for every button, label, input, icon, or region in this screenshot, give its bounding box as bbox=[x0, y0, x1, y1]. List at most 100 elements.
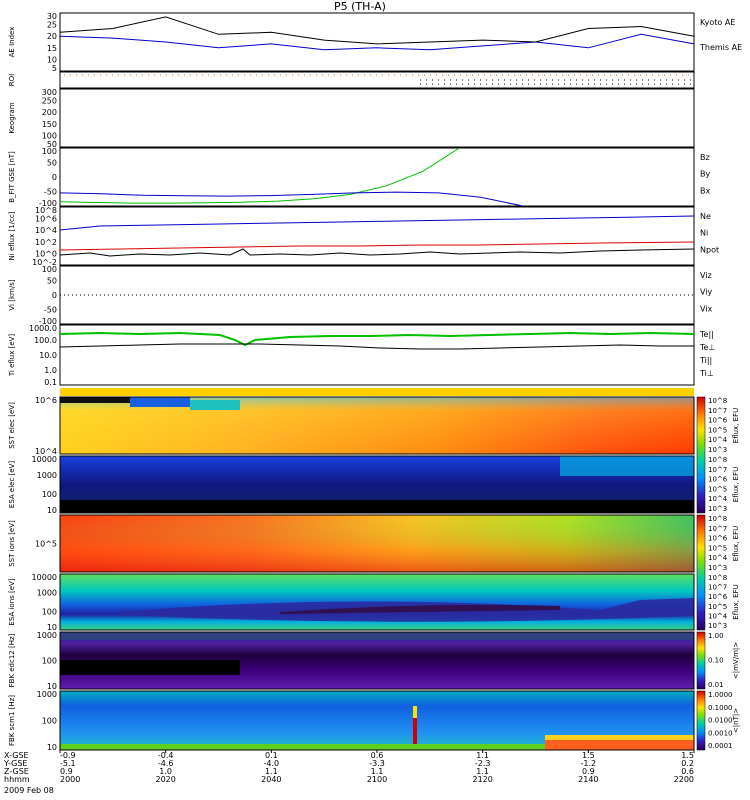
density-panel bbox=[59, 206, 695, 266]
temperature-green-line bbox=[59, 331, 695, 347]
panel-y-labels: AE Index ROI Keogram B_FIT GSE [nT] Ni eflux… bbox=[8, 27, 16, 746]
ae-panel bbox=[59, 12, 695, 72]
ytick-ae-5: 5 bbox=[52, 64, 57, 73]
temperature-series bbox=[59, 331, 695, 350]
xaxis-y-0: -5.1 bbox=[60, 759, 76, 768]
ctick-sst_i-1: 10^7 bbox=[708, 525, 727, 533]
ytick-sst_i-0: 10^5 bbox=[35, 540, 57, 549]
colorbar-label-esa_i: Eflux, EFU bbox=[732, 584, 740, 619]
panel-legends: Kyoto AE Themis AE Bz By Bx Ne Ni Npot Viz Viy Vix… bbox=[699, 18, 742, 378]
ctick-sst_e-4: 10^4 bbox=[708, 436, 728, 444]
ctick-esa_e-0: 10^8 bbox=[708, 456, 727, 464]
xaxis-z-4: 1.1 bbox=[476, 767, 489, 776]
ytick-bfield-4: -100 bbox=[39, 199, 57, 208]
xaxis-z-6: 0.6 bbox=[681, 767, 694, 776]
ytick-esa_e-3: 10 bbox=[47, 506, 57, 515]
sst-electron-heatmap bbox=[59, 396, 695, 455]
ctick-fbk_b-0: 1.0000 bbox=[708, 691, 733, 699]
legend-temperature-2: Ti|| bbox=[699, 356, 712, 365]
roi-tracks bbox=[64, 74, 694, 85]
ylabel-sst_i: SST ions [eV] bbox=[8, 520, 16, 567]
colorbar-label-sst_i: Eflux, EFU bbox=[732, 526, 740, 561]
temperature-black-line bbox=[59, 343, 694, 350]
ytick-velocity-1: 50 bbox=[47, 277, 57, 286]
ctick-esa_e-4: 10^4 bbox=[708, 495, 728, 503]
ytick-density-5: 10^-2 bbox=[32, 258, 57, 267]
colorbar-label-fbk_b: <|nT|> bbox=[732, 708, 740, 733]
ytick-keogram-1: 250 bbox=[42, 97, 57, 106]
temperature-panel bbox=[59, 324, 695, 386]
ctick-esa_i-2: 10^6 bbox=[708, 593, 728, 601]
ytick-velocity-4: -100 bbox=[39, 317, 57, 326]
xaxis-x-2: 0.1 bbox=[265, 751, 278, 760]
fbk-e-heatmap bbox=[59, 631, 695, 690]
roi-panel bbox=[59, 71, 695, 89]
ytick-esa_i-3: 10 bbox=[47, 623, 57, 632]
xaxis-x-4: 1.1 bbox=[476, 751, 489, 760]
ytick-fbk_b-0: 1000 bbox=[37, 690, 57, 699]
plot-title: P5 (TH-A) bbox=[334, 0, 386, 13]
ytick-ae-4: 10 bbox=[47, 55, 57, 64]
ytick-velocity-0: 100 bbox=[42, 265, 57, 274]
bfield-line-2 bbox=[59, 191, 523, 207]
ctick-sst_i-2: 10^6 bbox=[708, 535, 728, 543]
ctick-esa_e-5: 10^3 bbox=[708, 505, 727, 513]
xaxis-x-6: 1.5 bbox=[681, 751, 694, 760]
ctick-fbk_b-3: 0.0010 bbox=[708, 729, 733, 737]
xaxis-x-3: 0.6 bbox=[371, 751, 384, 760]
ctick-fbk_b-2: 0.0100 bbox=[708, 717, 733, 725]
ytick-esa_i-0: 10000 bbox=[32, 573, 57, 582]
ytick-density-2: 10^4 bbox=[35, 226, 57, 235]
xaxis-y-3: -3.3 bbox=[369, 759, 385, 768]
ytick-sst_e-0: 10^6 bbox=[35, 396, 57, 405]
ytick-esa_i-2: 100 bbox=[42, 607, 57, 616]
x-axis-ephemeris: X-GSEY-GSEZ-GSEhhmm-0.9-5.10.92000-0.4-4… bbox=[3, 750, 695, 784]
xaxis-y-1: -4.6 bbox=[158, 759, 174, 768]
ae-line-1 bbox=[59, 16, 695, 45]
ctick-esa_i-5: 10^3 bbox=[708, 622, 727, 630]
ctick-sst_e-2: 10^6 bbox=[708, 417, 728, 425]
ytick-fbk_b-1: 100 bbox=[42, 717, 57, 726]
ytick-density-0: 10^8 bbox=[35, 206, 57, 215]
heatmap-divider-strip bbox=[60, 388, 694, 396]
ctick-fbk_e-0: 1.00 bbox=[708, 632, 724, 640]
ytick-esa_i-1: 1000 bbox=[37, 589, 57, 598]
ytick-fbk_b-2: 10 bbox=[47, 743, 57, 752]
ytick-fbk_e-0: 1000 bbox=[37, 631, 57, 640]
ytick-temperature-2: 10.0 bbox=[39, 351, 57, 360]
xaxis-t-0: 2000 bbox=[60, 775, 80, 784]
legend-ae-0: Kyoto AE bbox=[700, 18, 735, 27]
colorbar-ticks: Eflux, EFU10^810^710^610^510^410^3Eflux,… bbox=[708, 397, 740, 750]
ctick-fbk_e-2: 0.01 bbox=[708, 681, 724, 689]
ctick-sst_e-3: 10^5 bbox=[708, 426, 727, 434]
legend-temperature-0: Te|| bbox=[699, 330, 714, 339]
ylabel-density: Ni eflux [1/cc] bbox=[8, 211, 16, 260]
xaxis-z-0: 0.9 bbox=[60, 767, 73, 776]
legend-ae-1: Themis AE bbox=[699, 43, 742, 52]
ylabel-fbk_b: FBK scm1 [Hz] bbox=[8, 695, 16, 746]
ylabel-velocity: Vi [km/s] bbox=[8, 279, 16, 310]
legend-density-2: Npot bbox=[700, 245, 719, 254]
ylabel-esa_i: ESA ions [eV] bbox=[8, 578, 16, 625]
legend-temperature-3: Ti⊥ bbox=[699, 369, 714, 378]
ctick-sst_e-5: 10^3 bbox=[708, 446, 727, 454]
ctick-esa_e-2: 10^6 bbox=[708, 476, 728, 484]
ylabel-ae: AE Index bbox=[8, 27, 16, 58]
density-npot-line bbox=[59, 248, 695, 257]
ytick-keogram-5: 50 bbox=[47, 140, 57, 149]
legend-velocity-1: Viy bbox=[700, 288, 713, 297]
bfield-panel bbox=[59, 147, 695, 207]
xaxis-t-6: 2200 bbox=[674, 775, 694, 784]
ytick-density-3: 10^2 bbox=[35, 238, 57, 247]
ytick-ae-2: 20 bbox=[47, 32, 57, 41]
legend-velocity-0: Viz bbox=[700, 271, 712, 280]
ytick-esa_e-1: 1000 bbox=[37, 471, 57, 480]
ylabel-esa_e: ESA elec [eV] bbox=[8, 461, 16, 508]
xaxis-row-label-1: Y-GSE bbox=[3, 759, 27, 768]
ytick-bfield-3: -50 bbox=[44, 188, 57, 197]
xaxis-t-2: 2040 bbox=[261, 775, 281, 784]
ytick-keogram-0: 300 bbox=[42, 88, 57, 97]
legend-bfield-2: Bx bbox=[700, 186, 710, 195]
ctick-esa_i-0: 10^8 bbox=[708, 574, 727, 582]
xaxis-x-1: -0.4 bbox=[158, 751, 174, 760]
